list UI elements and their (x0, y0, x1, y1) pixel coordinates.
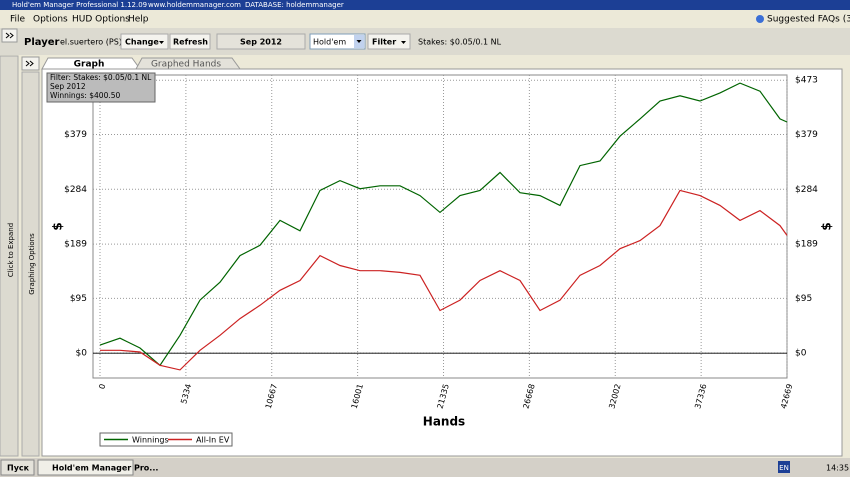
y2-axis-title: $ (820, 222, 834, 230)
player-label: Player (24, 37, 59, 48)
y-tick-label: $284 (64, 185, 87, 195)
refresh-label: Refresh (173, 38, 208, 47)
month-label: Sep 2012 (240, 38, 282, 47)
y-axis-title: $ (51, 222, 65, 230)
options-sidebar[interactable] (21, 71, 40, 457)
left-sidebar[interactable] (0, 55, 19, 457)
y2-tick-label: $95 (795, 294, 812, 304)
lang-box[interactable] (778, 461, 790, 473)
y2-tick-label: $0 (795, 349, 807, 359)
y2-tick-label: $284 (795, 185, 818, 195)
legend-label: Winnings (132, 436, 169, 445)
chart: $0$0$95$95$189$189$284$284$379$379$473$4… (51, 74, 834, 447)
series-line (100, 189, 788, 371)
menu-item[interactable]: File (10, 15, 26, 25)
y-tick-label: $0 (76, 349, 88, 359)
filter-button[interactable] (367, 33, 411, 50)
filter-label: Filter (372, 38, 396, 47)
change-button[interactable] (120, 33, 169, 50)
refresh-button[interactable] (169, 33, 211, 50)
y-tick-label: $189 (64, 240, 87, 250)
menu-item[interactable]: HUD Options (72, 15, 130, 25)
taskbar (0, 458, 850, 477)
task-label: Hold'em Manager Pro... (52, 464, 158, 473)
faq-icon (756, 15, 764, 23)
chevron (5, 32, 14, 39)
window-title: Hold'em Manager Professional 1.12.09 (12, 1, 147, 9)
legend-label: All-In EV (196, 436, 230, 445)
dropdown-arrow (159, 41, 164, 44)
expand-label: Click to Expand (7, 223, 15, 277)
player-name: el.suertero (PS) (60, 38, 122, 47)
y-tick-label: $95 (70, 294, 87, 304)
menu-item[interactable]: Options (33, 15, 68, 25)
game-label: Hold'em (313, 38, 346, 47)
window-db: DATABASE: holdemmanager (245, 1, 344, 9)
dropdown-arrow (401, 41, 406, 44)
start-button[interactable] (0, 459, 35, 476)
options-toggle[interactable] (21, 56, 40, 71)
options-label: Graphing Options (28, 233, 36, 295)
y-tick-label: $379 (64, 130, 87, 140)
tab-label: Graphed Hands (151, 60, 221, 70)
menu-item[interactable]: Help (128, 15, 149, 25)
tooltip-line: Sep 2012 (50, 82, 86, 91)
dropdown-arrow (356, 40, 362, 43)
change-label: Change (125, 38, 159, 47)
series-line (99, 82, 788, 367)
stakes-label: Stakes: $0.05/0.1 NL (418, 38, 502, 47)
y2-tick-label: $379 (795, 130, 818, 140)
x-tick-label: 0 (97, 383, 107, 390)
title-bar (0, 0, 850, 10)
faq-link[interactable]: Suggested FAQs (3) (767, 15, 850, 25)
legend-box (99, 432, 233, 447)
task-button[interactable] (37, 459, 134, 476)
game-select[interactable] (309, 33, 366, 50)
tab-label: Graph (74, 60, 105, 70)
chevron (25, 60, 34, 67)
filter-tooltip (46, 72, 156, 103)
lang-label: EN (779, 464, 789, 472)
tooltip-line: Filter: Stakes: $0.05/0.1 NL (50, 73, 152, 82)
window-url: www.holdemmanager.com (148, 1, 241, 9)
y2-tick-label: $473 (795, 76, 818, 86)
start-label: Пуск (7, 464, 30, 473)
y2-tick-label: $189 (795, 240, 818, 250)
month-button[interactable] (216, 33, 306, 50)
x-axis-title: Hands (423, 415, 465, 429)
plot-area (92, 74, 788, 379)
clock: 14:35 (826, 464, 849, 473)
tooltip-line: Winnings: $400.50 (50, 91, 121, 100)
